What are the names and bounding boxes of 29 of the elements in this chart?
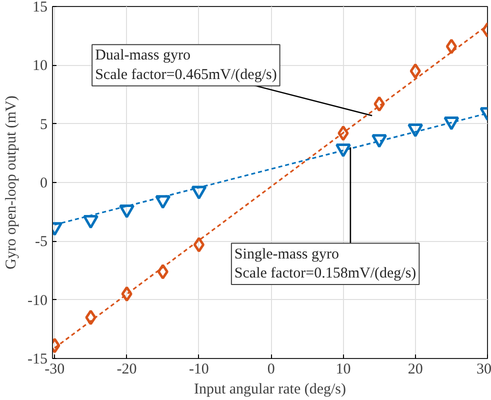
point: [121, 286, 132, 302]
point: [157, 264, 168, 280]
x-tick-label: 20: [408, 362, 423, 378]
x-tick-label: 30: [476, 362, 491, 378]
point: [335, 143, 351, 158]
y-tick-label: -10: [28, 292, 48, 309]
x-axis-title: Input angular rate (deg/s): [194, 382, 346, 398]
point: [85, 310, 96, 326]
x-tick-label: 0: [267, 362, 275, 378]
point: [191, 186, 207, 200]
point: [372, 134, 388, 148]
y-axis-title: Gyro open-loop output (mV): [4, 96, 20, 270]
y-tick-label: -5: [35, 234, 48, 250]
point: [155, 195, 171, 209]
y-tick-label: 15: [32, 0, 48, 16]
x-tick-label: -10: [188, 362, 209, 378]
annotation: Dual-mass gyro Scale factor=0.465mV/(deg/s): [95, 48, 277, 83]
y-tick-label: 5: [40, 116, 48, 133]
point: [444, 116, 460, 130]
x-tick-label: 10: [336, 362, 351, 378]
x-tick-label: -20: [116, 362, 137, 378]
point: [82, 215, 98, 229]
annotation: Single-mass gyro Scale factor=0.158mV/(deg/s): [234, 246, 416, 282]
y-tick-label: 10: [32, 58, 48, 74]
y-tick-label: 0: [40, 176, 48, 192]
point: [193, 236, 205, 252]
point: [408, 124, 424, 138]
point: [119, 204, 135, 218]
y-tick-label: -15: [28, 352, 48, 368]
